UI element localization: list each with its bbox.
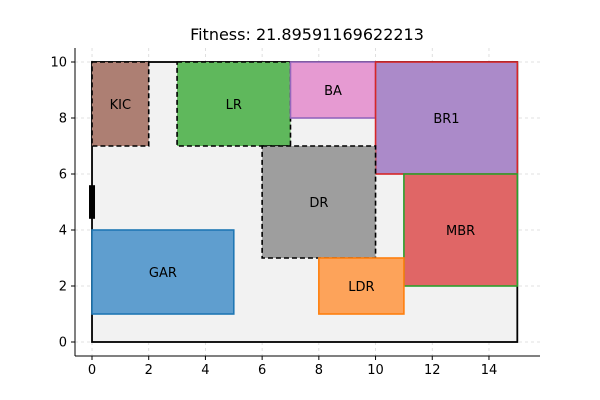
room-label-mbr: MBR [446, 224, 475, 239]
door-marker [89, 185, 96, 219]
x-tick-label-3: 6 [258, 363, 266, 378]
x-tick-label-1: 2 [145, 363, 153, 378]
room-ldr [318, 257, 405, 315]
room-label-ldr: LDR [348, 280, 374, 295]
room-kic [91, 61, 150, 147]
x-tick-label-6: 12 [424, 363, 441, 378]
y-tick-label-5: 10 [50, 56, 67, 71]
chart-title: Fitness: 21.89591169622213 [190, 25, 424, 44]
y-tick-label-0: 0 [59, 336, 67, 351]
y-tick-label-4: 8 [59, 112, 67, 127]
rooms [91, 61, 519, 315]
room-lr [176, 61, 292, 147]
y-tick-label-3: 6 [59, 168, 67, 183]
room-label-kic: KIC [110, 98, 131, 113]
room-label-dr: DR [309, 196, 328, 211]
room-label-gar: GAR [149, 266, 177, 281]
y-tick-label-1: 2 [59, 280, 67, 295]
x-tick-label-7: 14 [481, 363, 498, 378]
room-dr [261, 145, 377, 259]
x-tick-label-0: 0 [88, 363, 96, 378]
room-ba [289, 61, 377, 119]
x-tick-label-4: 8 [315, 363, 323, 378]
y-tick-label-2: 4 [59, 224, 67, 239]
room-gar [91, 229, 235, 315]
room-mbr [403, 173, 519, 287]
room-label-br1: BR1 [433, 112, 459, 127]
room-label-lr: LR [226, 98, 242, 113]
room-labels: KIC LR BA BR1 DR MBR GAR LDR [110, 84, 476, 295]
x-tick-label-5: 10 [367, 363, 384, 378]
room-br1 [374, 61, 519, 175]
axes: 0 2 4 6 8 10 12 14 0 2 4 6 8 10 [50, 48, 540, 378]
room-label-ba: BA [324, 84, 342, 99]
door [89, 185, 96, 219]
x-tick-label-2: 4 [201, 363, 209, 378]
